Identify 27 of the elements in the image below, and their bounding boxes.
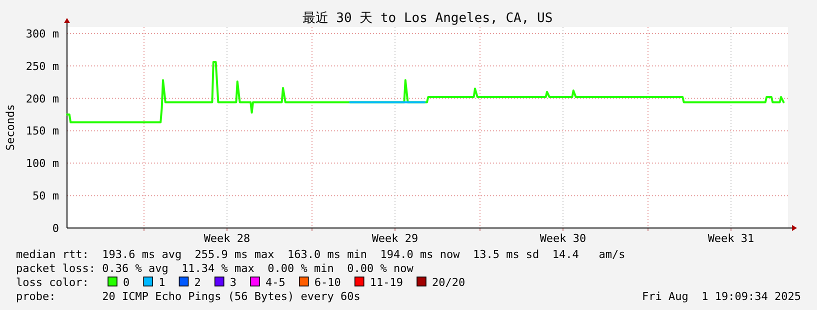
text: median rtt: 193.6 ms avg 255.9 ms max 163.0 ms min 194.0 ms now 13.5 ms sd 14.4 am/s bbox=[16, 248, 626, 261]
text: Fri Aug 1 19:09:34 2025 bbox=[642, 290, 801, 303]
y-axis-title: Seconds bbox=[4, 104, 17, 151]
y-tick-label: 50 m bbox=[32, 190, 60, 203]
x-tick-label: Week 30 bbox=[540, 232, 586, 245]
y-tick-label: 100 m bbox=[26, 157, 60, 170]
text: probe: 20 ICMP Echo Pings (56 Bytes) every 60s bbox=[16, 290, 360, 303]
legend-label: 11-19 bbox=[370, 276, 403, 289]
y-tick-label: 300 m bbox=[26, 27, 60, 40]
chart-title: 最近 30 天 to Los Angeles, CA, US bbox=[302, 11, 553, 26]
text: packet loss: 0.36 % avg 11.34 % max 0.00 % min 0.00 % now bbox=[16, 262, 414, 275]
legend-label: 4-5 bbox=[266, 276, 286, 289]
legend-label: 0 bbox=[123, 276, 130, 289]
legend-label: 2 bbox=[194, 276, 201, 289]
x-tick-label: Week 28 bbox=[204, 232, 250, 245]
legend-title: loss color: bbox=[16, 276, 89, 289]
y-tick-label: 150 m bbox=[26, 124, 60, 138]
y-tick-label: 200 m bbox=[26, 92, 60, 106]
y-tick-label: 250 m bbox=[26, 60, 60, 73]
legend-label: 1 bbox=[158, 276, 166, 289]
legend-label: 20/20 bbox=[432, 276, 466, 289]
line-series bbox=[66, 61, 785, 124]
x-tick-label: Week 29 bbox=[372, 232, 418, 245]
x-tick-label: Week 31 bbox=[708, 232, 754, 245]
legend-label: 6-10 bbox=[314, 276, 341, 289]
y-tick-label: 0 bbox=[52, 222, 59, 235]
legend-label: 3 bbox=[230, 276, 236, 289]
